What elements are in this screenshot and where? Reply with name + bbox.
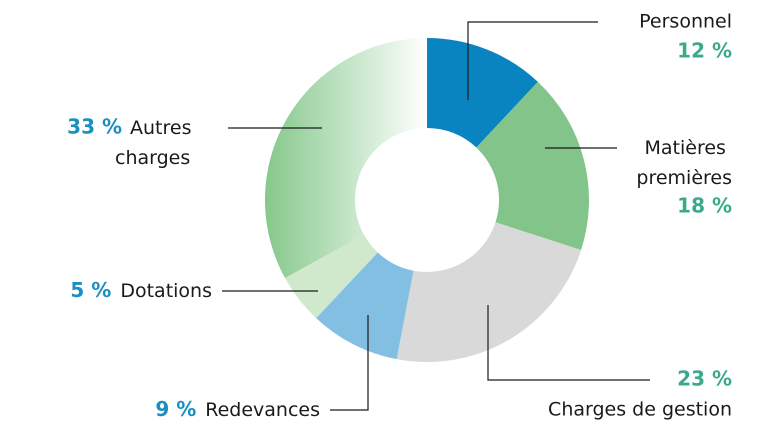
category-label: Autres charges [115,117,198,169]
donut-slice [316,252,414,360]
category-label: Dotations [120,280,212,302]
category-label: Matières premières [636,137,732,189]
value-label: 18 % [677,194,732,218]
category-label: Personnel [639,11,732,33]
donut-slice [265,38,427,279]
category-label: Redevances [205,399,320,421]
value-label: 9 % [155,397,196,421]
donut-slice [285,234,378,319]
value-label: 5 % [70,278,111,302]
donut-slice [396,222,582,362]
label: 9 % Redevances [155,397,320,421]
leader-line [487,305,650,381]
leader-line [330,315,369,411]
value-label: 12 % [677,39,732,63]
label: 5 % Dotations [70,278,212,302]
value-label: 33 % [67,115,122,139]
donut-slice [427,38,538,148]
leader-line [467,21,598,100]
category-label: Charges de gestion [548,399,732,421]
value-label: 23 % [677,367,732,391]
donut-slice [476,81,590,251]
